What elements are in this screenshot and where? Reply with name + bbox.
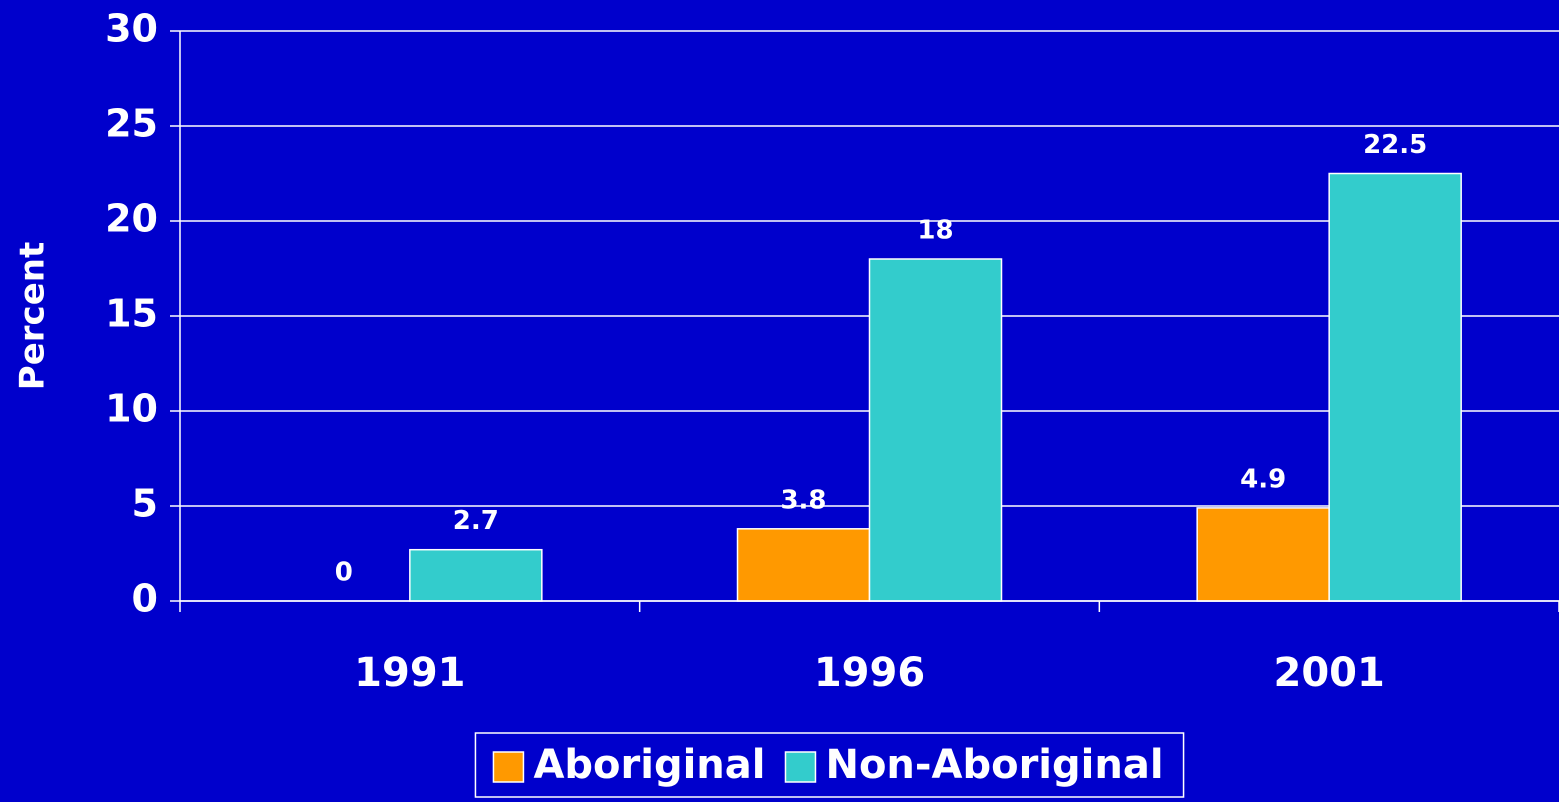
value-label: 3.8	[780, 485, 826, 515]
legend-swatch	[784, 751, 817, 783]
x-tick-label: 1991	[354, 650, 465, 696]
y-tick-label: 0	[132, 577, 158, 621]
y-tick-label: 5	[132, 482, 158, 526]
y-tick-label: 10	[105, 387, 158, 431]
value-label: 4.9	[1240, 464, 1286, 494]
bar	[736, 528, 871, 602]
y-tick-label: 30	[105, 7, 158, 51]
y-tick-label: 20	[105, 197, 158, 241]
legend-swatch	[492, 751, 525, 783]
bar	[868, 258, 1003, 602]
y-tick-label: 25	[105, 102, 158, 146]
y-tick-label: 15	[105, 292, 158, 336]
value-label: 0	[335, 558, 353, 588]
legend-label: Non-Aboriginal	[825, 742, 1163, 788]
bar	[409, 548, 543, 602]
value-label: 22.5	[1363, 130, 1427, 160]
bar	[1328, 172, 1462, 602]
legend-box	[474, 732, 1185, 798]
x-tick-label: 2001	[1274, 650, 1385, 696]
value-label: 18	[917, 216, 953, 246]
legend: Aboriginal Non-Aboriginal	[474, 732, 1185, 798]
x-tick-label: 1996	[814, 650, 925, 696]
legend-label: Aboriginal	[533, 742, 765, 788]
value-label: 2.7	[453, 506, 499, 536]
y-axis-label: Percent	[13, 242, 53, 390]
bar	[1196, 507, 1330, 602]
